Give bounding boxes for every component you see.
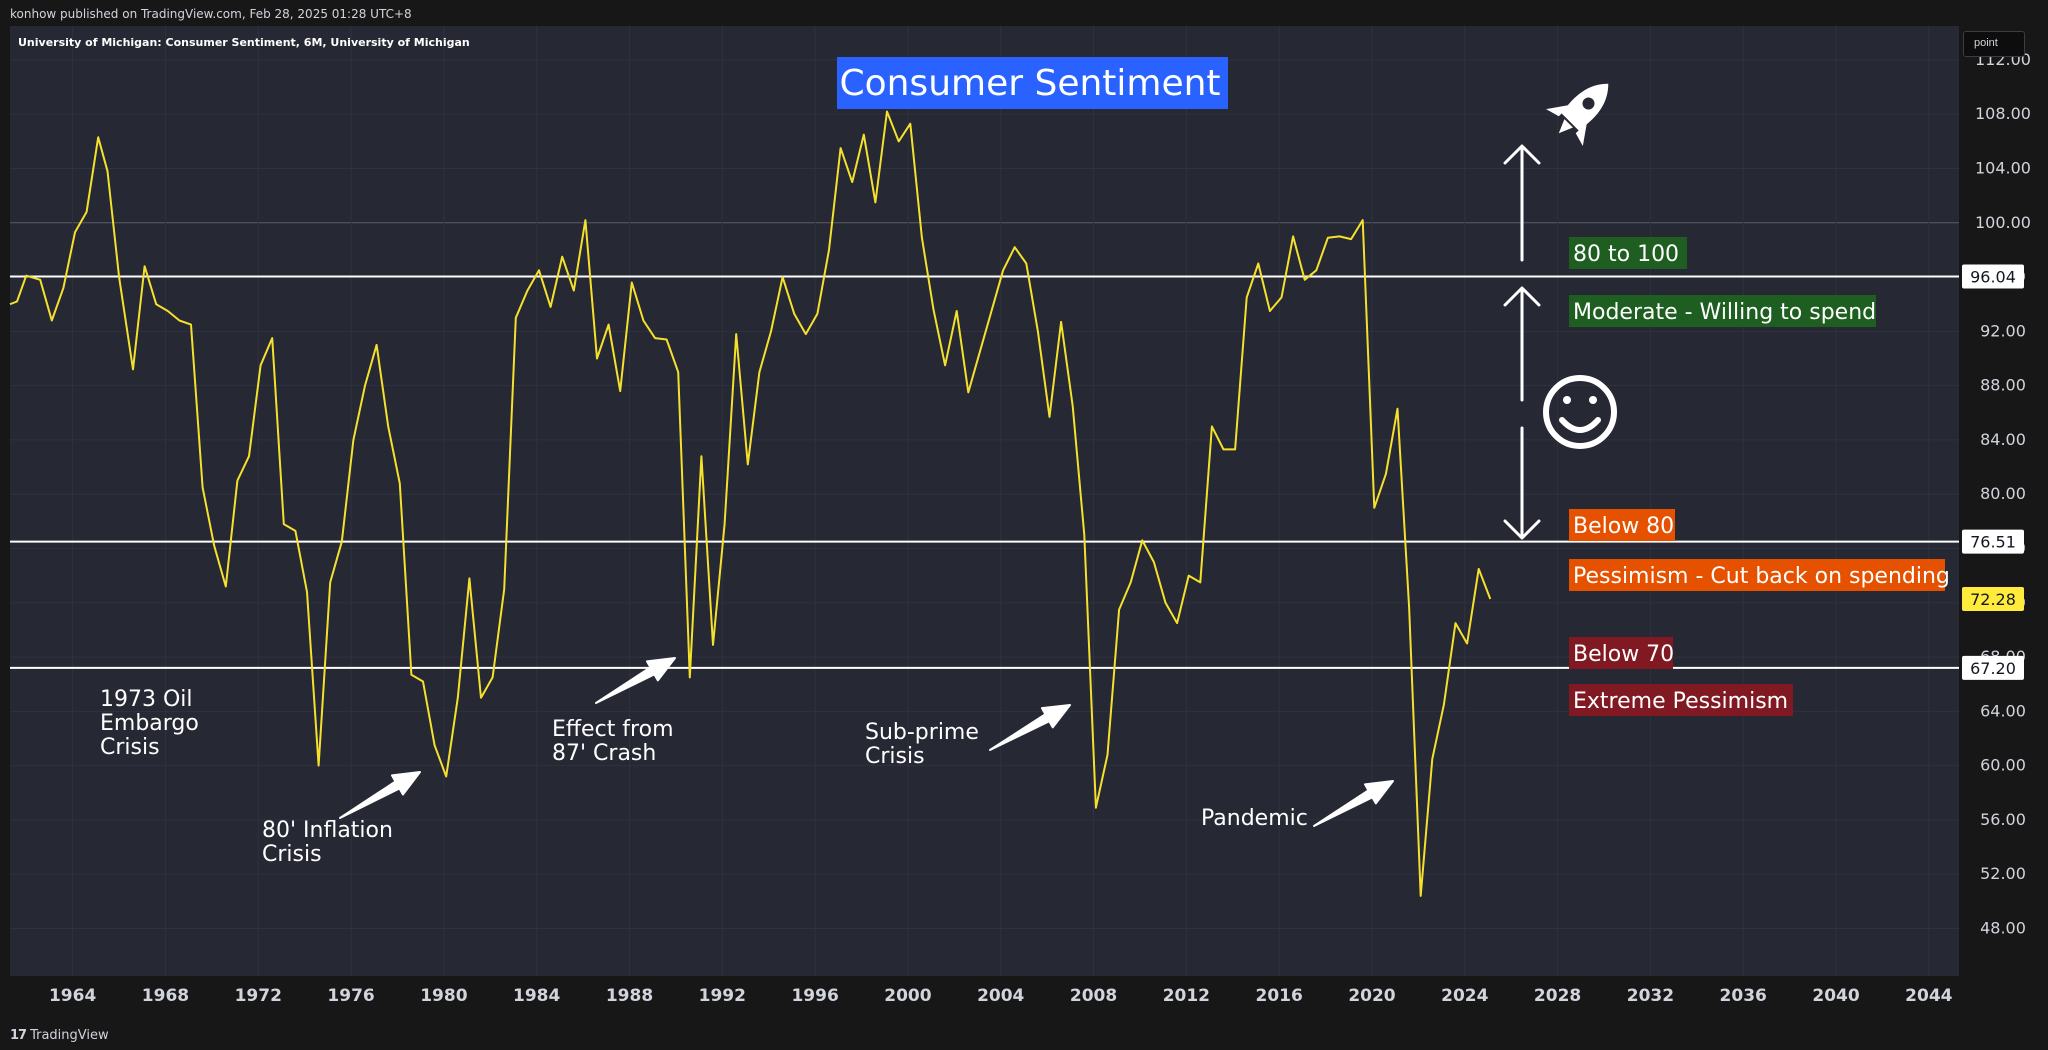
- unit-label: point: [1974, 37, 1998, 49]
- y-tick-label: 100.00: [1975, 213, 2031, 232]
- chart-title-text: Consumer Sentiment: [839, 63, 1220, 104]
- level-price-tag: [1962, 655, 2024, 680]
- up-arrow-head: [1503, 144, 1541, 165]
- annotation-text: Sub-prime Crisis: [865, 720, 979, 769]
- level-price-tag: [1962, 529, 2024, 554]
- zone-label-text: Moderate - Willing to spend: [1573, 300, 1876, 325]
- x-tick-label: 2040: [1812, 986, 1859, 1006]
- price-axis[interactable]: 112.00108.00104.00100.0096.0092.0088.008…: [1962, 50, 2031, 938]
- x-tick-label: 2012: [1163, 986, 1210, 1006]
- y-tick-label: 84.00: [1980, 430, 2026, 449]
- zone-label-box: [1569, 295, 1876, 327]
- rocket-icon: [1546, 83, 1609, 146]
- y-tick-label: 88.00: [1980, 376, 2026, 395]
- zone-labels: 80 to 100 Moderate - Willing to spend Belo…: [1569, 237, 1950, 716]
- symbol-label: University of Michigan: Consumer Sentime…: [18, 36, 470, 49]
- x-tick-label: 1976: [327, 986, 374, 1006]
- y-tick-label: 60.00: [1980, 756, 2026, 775]
- x-tick-label: 1964: [49, 986, 96, 1006]
- x-tick-label: 1988: [606, 986, 653, 1006]
- x-tick-label: 2000: [884, 986, 931, 1006]
- annotation-arrow: [339, 771, 421, 819]
- y-tick-label: 52.00: [1980, 864, 2026, 883]
- zone-label-box: [1569, 637, 1673, 669]
- y-tick-label: 104.00: [1975, 159, 2031, 178]
- level-price-tag: [1962, 264, 2024, 289]
- y-tick-label: 64.00: [1980, 701, 2026, 720]
- zone-label-box: [1569, 509, 1675, 541]
- unit-selector[interactable]: point: [1963, 31, 2025, 57]
- annotation-text: 1973 Oil Embargo Crisis: [100, 687, 199, 760]
- consumer-sentiment-chart[interactable]: University of Michigan: Consumer Sentime…: [0, 26, 2048, 1020]
- top-bar: konhow published on TradingView.com, Feb…: [0, 0, 2048, 26]
- x-tick-label: 2008: [1070, 986, 1117, 1006]
- x-tick-label: 2016: [1256, 986, 1303, 1006]
- x-tick-label: 2028: [1534, 986, 1581, 1006]
- zone-label-text: 80 to 100: [1573, 242, 1679, 267]
- level-price-label: 76.51: [1970, 533, 2016, 552]
- level-price-label: 67.20: [1970, 659, 2016, 678]
- zone-label-text: Below 80: [1573, 514, 1674, 539]
- x-tick-label: 1980: [420, 986, 467, 1006]
- bottom-bar: 17 TradingView: [0, 1020, 2048, 1050]
- x-tick-label: 2024: [1441, 986, 1488, 1006]
- time-axis-background: [0, 976, 1959, 1020]
- y-tick-label: 56.00: [1980, 810, 2026, 829]
- last-value-tag: [1962, 586, 2024, 611]
- x-tick-label: 2004: [977, 986, 1024, 1006]
- time-axis[interactable]: 1964 1968 1972 1976 1980 1984 1988 1992 1996 2000…: [49, 986, 1953, 1006]
- zone-label-box: [1569, 237, 1687, 269]
- last-value-label: 72.28: [1970, 590, 2016, 609]
- tradingview-mark: 17: [10, 1028, 27, 1043]
- y-tick-label: 108.00: [1975, 104, 2031, 123]
- x-tick-label: 1984: [513, 986, 560, 1006]
- x-tick-label: 1968: [142, 986, 189, 1006]
- tradingview-brand-text: TradingView: [30, 1028, 109, 1043]
- chart-background: [10, 26, 1959, 976]
- y-tick-label: 48.00: [1980, 919, 2026, 938]
- smiley-icon: [1543, 375, 1617, 449]
- annotation-arrow: [595, 657, 676, 704]
- x-tick-label: 2020: [1348, 986, 1395, 1006]
- zone-label-text: Below 70: [1573, 642, 1674, 667]
- x-tick-label: 1972: [235, 986, 282, 1006]
- zone-label-box: [1569, 684, 1793, 716]
- annotation-text: 80' Inflation Crisis: [262, 818, 393, 867]
- range-arrows: [1503, 144, 1541, 540]
- zone-label-text: Extreme Pessimism: [1573, 689, 1788, 714]
- annotation-arrow: [989, 704, 1071, 751]
- x-tick-label: 2044: [1905, 986, 1952, 1006]
- x-tick-label: 1992: [699, 986, 746, 1006]
- chart-title: Consumer Sentiment: [837, 57, 1228, 109]
- zone-label-box: [1569, 559, 1945, 591]
- x-tick-label: 2032: [1627, 986, 1674, 1006]
- level-price-label: 96.04: [1970, 268, 2016, 287]
- annotation-text: Effect from 87' Crash: [552, 717, 674, 766]
- y-tick-label: 92.00: [1980, 321, 2026, 340]
- annotation-text: Pandemic: [1201, 806, 1308, 831]
- annotation-arrow: [1313, 780, 1394, 827]
- sentiment-series-line[interactable]: [9, 110, 1492, 897]
- double-arrow-upper-head: [1503, 286, 1541, 307]
- annotations: 1973 Oil Embargo Crisis 80' Inflation Crisis…: [100, 657, 1394, 867]
- x-tick-label: 2036: [1720, 986, 1767, 1006]
- x-tick-label: 1996: [791, 986, 838, 1006]
- double-arrow-lower-head: [1503, 519, 1541, 540]
- zone-label-text: Pessimism - Cut back on spending: [1573, 564, 1950, 589]
- price-axis-background: [1959, 26, 2048, 1020]
- publisher-text: konhow published on TradingView.com, Feb…: [10, 7, 412, 21]
- tradingview-logo[interactable]: 17 TradingView: [10, 1028, 109, 1043]
- y-tick-label: 80.00: [1980, 484, 2026, 503]
